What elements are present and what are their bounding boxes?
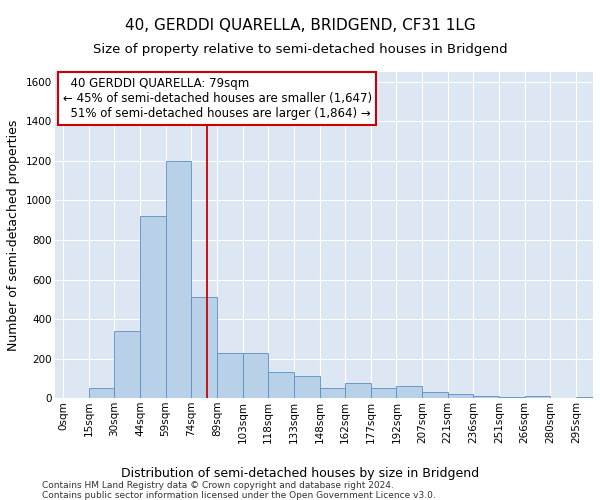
Bar [397,386,422,398]
Bar [320,388,345,398]
Bar [524,396,550,398]
Y-axis label: Number of semi-detached properties: Number of semi-detached properties [7,120,20,350]
Text: Contains public sector information licensed under the Open Government Licence v3: Contains public sector information licen… [42,491,436,500]
Text: 40, GERDDI QUARELLA, BRIDGEND, CF31 1LG: 40, GERDDI QUARELLA, BRIDGEND, CF31 1LG [125,18,475,32]
Bar [242,352,268,398]
Bar [448,394,473,398]
Bar [140,216,166,398]
Bar [576,397,600,398]
Bar [217,352,242,398]
Text: 40 GERDDI QUARELLA: 79sqm
← 45% of semi-detached houses are smaller (1,647)
  51: 40 GERDDI QUARELLA: 79sqm ← 45% of semi-… [62,77,372,120]
Bar [473,396,499,398]
Bar [371,388,397,398]
Bar [115,331,140,398]
Bar [89,388,115,398]
Bar [191,298,217,398]
Bar [166,161,191,398]
Bar [422,392,448,398]
Text: Contains HM Land Registry data © Crown copyright and database right 2024.: Contains HM Land Registry data © Crown c… [42,481,394,490]
Bar [345,384,371,398]
Text: Distribution of semi-detached houses by size in Bridgend: Distribution of semi-detached houses by … [121,468,479,480]
Bar [499,397,524,398]
Text: Size of property relative to semi-detached houses in Bridgend: Size of property relative to semi-detach… [92,42,508,56]
Bar [294,376,320,398]
Bar [268,372,294,398]
